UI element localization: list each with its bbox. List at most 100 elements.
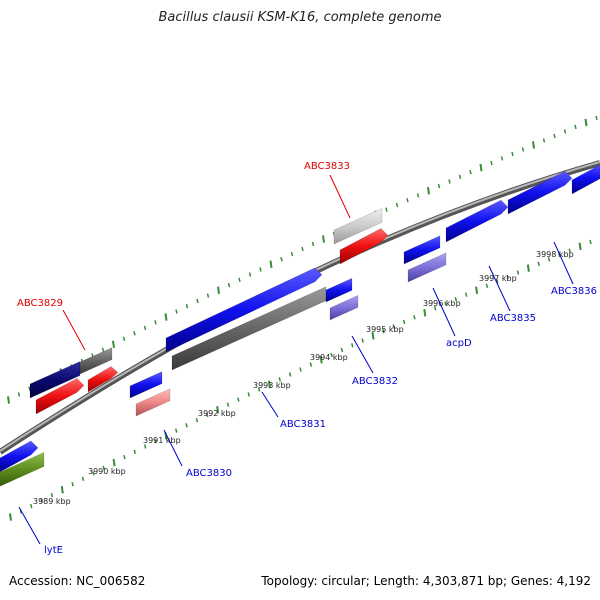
tick-mark: [28, 386, 31, 391]
tick-mark: [589, 239, 592, 245]
tick-label: 3990 kbp: [88, 467, 126, 476]
gene-feature: [507, 170, 573, 215]
tick-mark: [475, 286, 479, 294]
tick-mark: [174, 428, 178, 433]
tick-mark: [406, 197, 409, 203]
tick-mark: [444, 301, 447, 306]
gene-labels: ABC3829 ABC3833 lytE ABC3830 ABC3831 ABC3832 a…: [17, 161, 597, 556]
tick-mark: [516, 270, 520, 275]
tick-mark: [154, 438, 157, 444]
tick-mark: [319, 356, 323, 364]
gene-leader-line: [62, 309, 86, 351]
tick-mark: [175, 309, 178, 314]
gene-label[interactable]: ABC3835: [490, 313, 536, 324]
tick-mark: [123, 455, 126, 460]
tick-mark: [584, 118, 588, 127]
genome-summary-text: Topology: circular; Length: 4,303,871 bp…: [261, 574, 591, 588]
gene-leader-line: [488, 265, 511, 312]
tick-mark: [506, 274, 509, 280]
gene-feature: [79, 347, 113, 375]
tick-mark: [196, 298, 199, 304]
tick-mark: [568, 248, 572, 253]
gene-feature: [135, 388, 171, 417]
tick-mark: [133, 331, 136, 336]
tick-mark: [423, 309, 427, 317]
tick-mark: [521, 147, 525, 152]
gene-feature: [333, 208, 383, 245]
tick-mark: [101, 347, 105, 353]
tick-mark: [532, 141, 535, 149]
tick-mark: [301, 246, 304, 252]
tick-mark: [402, 319, 406, 325]
tick-mark: [437, 183, 441, 189]
tick-mark: [322, 235, 325, 243]
tick-mark: [40, 498, 43, 503]
tick-mark: [280, 256, 283, 262]
tick-mark: [479, 163, 483, 172]
gene-leader-line: [18, 506, 41, 545]
gene-leader-line: [553, 241, 574, 285]
tick-mark: [257, 387, 261, 392]
tick-mark: [382, 329, 385, 334]
tick-mark: [195, 417, 199, 423]
gene-leader-line: [351, 335, 374, 374]
tick-mark: [247, 392, 250, 397]
gene-feature: [329, 295, 359, 321]
tick-label: 3989 kbp: [33, 497, 71, 506]
tick-mark: [227, 282, 231, 288]
tick-mark: [574, 124, 577, 130]
tick-mark: [122, 336, 126, 342]
tick-label: 3994 kbp: [310, 353, 348, 362]
accession-text: Accession: NC_006582: [9, 574, 146, 588]
tick-mark: [238, 277, 241, 282]
tick-mark: [526, 264, 530, 272]
tick-mark: [278, 377, 282, 382]
gene-feature: [35, 378, 85, 415]
tick-mark: [81, 476, 85, 481]
tick-mark: [500, 156, 504, 161]
tick-mark: [553, 133, 556, 139]
tick-mark: [563, 129, 567, 134]
tick-mark: [490, 160, 493, 166]
tick-mark: [154, 320, 157, 325]
tick-mark: [330, 352, 333, 358]
tick-mark: [60, 485, 64, 494]
tick-mark: [248, 272, 252, 277]
gene-leader-line: [432, 287, 456, 337]
gene-label[interactable]: ABC3832: [352, 376, 398, 387]
tick-mark: [9, 513, 12, 521]
gene-leader-line: [261, 391, 279, 418]
tick-mark: [416, 193, 420, 198]
gene-label[interactable]: ABC3833: [304, 161, 350, 172]
gene-feature: [165, 267, 323, 353]
tick-mark: [454, 296, 458, 302]
tick-mark: [595, 115, 598, 121]
tick-mark: [433, 306, 437, 311]
gene-label[interactable]: lytE: [44, 545, 63, 556]
tick-mark: [133, 449, 137, 455]
tick-mark: [185, 304, 189, 309]
gene-feature: [445, 199, 509, 243]
tick-mark: [112, 458, 116, 467]
map-title: Bacillus clausii KSM-K16, complete genom…: [158, 10, 442, 25]
gene-label[interactable]: ABC3829: [17, 298, 63, 309]
gene-label[interactable]: ABC3830: [186, 468, 232, 479]
tick-label: 3995 kbp: [366, 325, 404, 334]
tick-mark: [395, 202, 399, 208]
gene-label[interactable]: ABC3836: [551, 286, 597, 297]
tick-mark: [496, 279, 499, 284]
tick-mark: [7, 396, 10, 404]
tick-mark: [385, 207, 388, 212]
tick-mark: [216, 406, 220, 414]
tick-mark: [288, 372, 292, 377]
tick-mark: [392, 324, 395, 329]
tick-mark: [92, 471, 95, 476]
tick-labels: 3989 kbp 3990 kbp 3991 kbp 3992 kbp 3993 kbp…: [33, 250, 574, 506]
tick-mark: [217, 286, 220, 295]
gene-label[interactable]: ABC3831: [280, 419, 326, 430]
tick-label: 3992 kbp: [198, 409, 236, 418]
tick-mark: [269, 260, 273, 268]
tick-mark: [206, 293, 210, 298]
gene-label[interactable]: acpD: [446, 338, 472, 349]
